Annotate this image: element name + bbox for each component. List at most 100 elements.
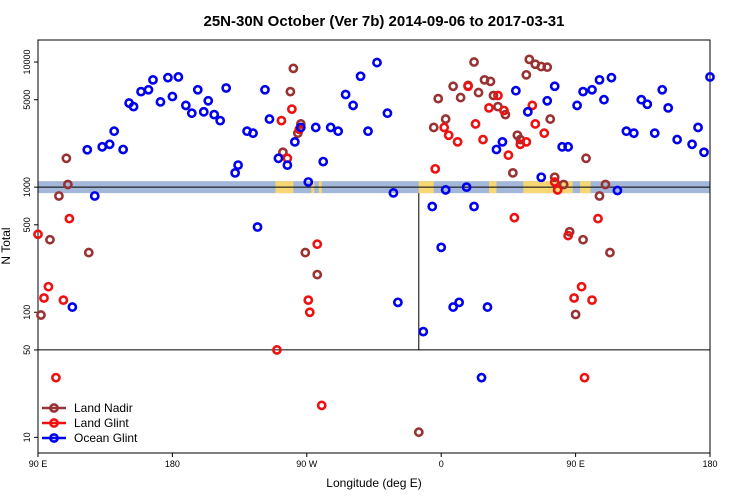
data-point: [549, 177, 560, 187]
data-points: [33, 54, 715, 438]
x-tick-label: 90 W: [296, 459, 318, 469]
data-point: [54, 191, 64, 201]
data-point: [578, 234, 588, 245]
data-point: [264, 114, 275, 124]
data-point: [109, 126, 120, 137]
series-land-glint: [33, 81, 603, 411]
data-point: [272, 345, 282, 355]
data-point: [198, 106, 209, 117]
data-point: [452, 136, 463, 147]
data-point: [278, 147, 288, 158]
data-point: [295, 122, 306, 133]
data-point: [621, 126, 632, 137]
data-point: [413, 427, 424, 438]
data-point: [392, 297, 403, 308]
data-point: [295, 119, 306, 129]
data-point: [578, 86, 588, 97]
data-point: [470, 119, 481, 129]
reference-lines: [38, 186, 710, 351]
data-point: [497, 136, 508, 147]
data-point: [104, 139, 115, 150]
data-point: [649, 128, 660, 139]
data-point: [600, 179, 611, 190]
y-tick-label: 10000: [22, 50, 32, 75]
data-point: [636, 94, 647, 105]
data-point: [509, 212, 520, 223]
data-point: [545, 114, 556, 124]
data-point: [488, 90, 499, 101]
data-point: [587, 84, 597, 95]
data-point: [503, 150, 514, 161]
series-land-nadir: [36, 54, 615, 438]
data-point: [499, 105, 509, 116]
data-point: [148, 74, 158, 85]
data-point: [312, 239, 323, 250]
data-point: [521, 136, 532, 147]
data-point: [687, 139, 697, 150]
data-point: [485, 76, 496, 87]
data-point: [62, 179, 73, 190]
data-point: [510, 85, 521, 96]
data-point: [699, 147, 709, 158]
data-point: [473, 87, 484, 98]
legend-label: Land Nadir: [74, 401, 133, 415]
data-point: [83, 247, 94, 258]
data-point: [128, 101, 139, 112]
data-point: [43, 281, 54, 292]
data-point: [163, 72, 173, 83]
data-point: [549, 172, 560, 183]
data-point: [312, 269, 323, 280]
data-point: [493, 90, 503, 101]
data-point: [642, 99, 653, 110]
data-point: [136, 86, 146, 97]
data-point: [285, 86, 296, 97]
data-point: [310, 122, 321, 133]
data-point: [594, 191, 605, 201]
data-point: [303, 177, 314, 187]
data-point: [252, 222, 263, 232]
data-point: [672, 134, 683, 145]
data-point: [363, 126, 373, 137]
data-point: [563, 230, 574, 241]
data-point: [64, 213, 75, 224]
data-point: [448, 81, 459, 92]
data-point: [433, 93, 444, 104]
y-axis-label: N Total: [0, 227, 13, 264]
series-ocean-glint: [67, 57, 715, 383]
y-tick-label: 500: [22, 217, 32, 232]
data-point: [288, 63, 299, 74]
data-point: [579, 372, 590, 383]
data-point: [316, 400, 327, 411]
data-point: [33, 229, 43, 240]
data-point: [593, 213, 603, 224]
data-point: [628, 128, 639, 139]
data-point: [448, 302, 459, 312]
data-point: [657, 84, 668, 95]
data-point: [318, 156, 329, 167]
data-point: [260, 84, 270, 95]
data-point: [436, 242, 447, 253]
data-point: [289, 136, 300, 147]
y-tick-label: 5000: [22, 90, 32, 110]
data-point: [455, 92, 466, 103]
data-point: [439, 122, 450, 133]
y-tick-label: 50: [22, 345, 32, 355]
data-point: [143, 84, 154, 95]
data-point: [440, 114, 451, 124]
data-point: [333, 126, 344, 137]
data-point: [273, 153, 284, 164]
data-point: [605, 247, 615, 258]
data-point: [482, 302, 493, 312]
data-point: [45, 234, 55, 245]
data-point: [355, 71, 366, 82]
data-point: [303, 295, 314, 306]
data-point: [276, 115, 287, 126]
data-point: [282, 160, 293, 171]
x-tick-label: 0: [439, 459, 444, 469]
data-point: [215, 115, 226, 126]
x-tick-label: 90 E: [29, 459, 48, 469]
data-point: [587, 295, 597, 306]
data-point: [58, 295, 69, 306]
